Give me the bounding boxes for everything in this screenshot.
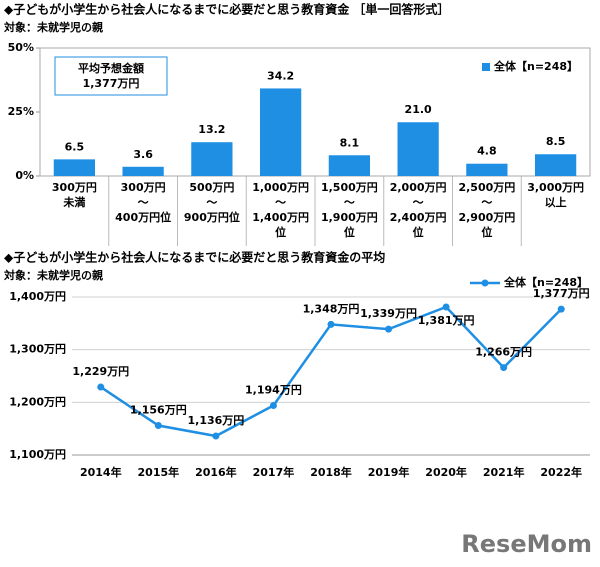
line-marker	[327, 320, 335, 328]
x-tick-label: 300万円	[52, 181, 97, 194]
line-marker	[500, 364, 508, 372]
y-tick-label: 25%	[8, 105, 34, 118]
plot-frame	[39, 47, 591, 177]
line-marker	[97, 383, 105, 391]
x-tick-label: ～	[206, 196, 217, 209]
x-tick-label: 位	[413, 225, 424, 239]
value-label: 1,377万円	[533, 287, 590, 300]
x-tick-label: 1,000万円	[252, 181, 309, 194]
x-tick-label: ～	[481, 196, 492, 209]
x-tick-label: ～	[413, 196, 424, 209]
annotation: 1,377万円	[83, 77, 140, 90]
chart-title: ◆子どもが小学生から社会人になるまでに必要だと思う教育資金 ［単一回答形式］	[4, 2, 449, 17]
line-marker	[385, 325, 393, 333]
value-label: 6.5	[65, 140, 85, 153]
x-tick-label: 2020年	[425, 465, 467, 479]
value-label: 1,348万円	[303, 302, 360, 315]
line-marker	[557, 305, 565, 313]
y-tick-label: 1,200万円	[9, 395, 66, 408]
y-tick-label: 1,400万円	[9, 290, 66, 303]
x-tick-label: 位	[344, 225, 355, 239]
x-tick-label: 3,000万円	[527, 181, 584, 194]
chart-subtitle: 対象：未就学児の親	[3, 268, 103, 282]
value-label: 21.0	[405, 103, 432, 116]
x-tick-label: 2016年	[195, 465, 237, 479]
x-tick-label: 2,400万円	[390, 211, 447, 224]
value-label: 3.6	[133, 148, 153, 161]
x-tick-label: ～	[275, 196, 286, 209]
x-tick-label: 2,500万円	[458, 181, 515, 194]
watermark: ReseMom	[461, 530, 592, 558]
bar	[122, 166, 164, 176]
x-tick-label: 位	[481, 225, 492, 239]
value-label: 1,136万円	[187, 414, 244, 427]
y-tick-label: 50%	[8, 41, 34, 54]
legend-marker	[481, 279, 489, 287]
line-marker	[154, 422, 162, 430]
x-tick-label: 400万円位	[115, 210, 171, 224]
x-tick-label: 位	[275, 225, 286, 239]
value-label: 8.5	[546, 135, 566, 148]
legend-label: 全体【n=248】	[503, 275, 588, 289]
x-tick-label: 以上	[545, 195, 567, 209]
value-label: 1,266万円	[475, 346, 532, 359]
value-label: 1,229万円	[72, 365, 129, 378]
bar	[191, 142, 233, 176]
x-tick-label: ～	[344, 196, 355, 209]
x-tick-label: 2,900万円	[458, 211, 515, 224]
x-tick-label: 2,000万円	[390, 181, 447, 194]
x-tick-label: 2021年	[483, 465, 525, 479]
chart-subtitle: 対象：未就学児の親	[3, 20, 103, 34]
value-label: 34.2	[267, 69, 294, 82]
y-tick-label: 1,100万円	[9, 448, 66, 461]
line-marker	[212, 432, 220, 440]
bar	[328, 155, 370, 176]
value-label: 8.1	[340, 136, 360, 149]
value-label: 13.2	[198, 123, 225, 136]
chart-title: ◆子どもが小学生から社会人になるまでに必要だと思う教育資金の平均	[4, 250, 385, 265]
x-tick-label: 300万円	[121, 181, 166, 194]
x-tick-label: 2018年	[310, 465, 352, 479]
value-label: 1,339万円	[360, 307, 417, 320]
value-label: 1,194万円	[245, 383, 302, 396]
line-marker	[442, 303, 450, 311]
x-tick-label: 1,400万円	[252, 211, 309, 224]
bar	[53, 159, 95, 176]
x-tick-label: 2017年	[253, 465, 295, 479]
y-tick-label: 0%	[15, 169, 34, 182]
bar	[535, 154, 577, 176]
legend-swatch	[482, 63, 490, 71]
bar	[260, 88, 302, 176]
annotation-box	[54, 56, 168, 96]
x-tick-label: 2015年	[138, 465, 180, 479]
annotation: 平均予想金額	[78, 61, 144, 75]
value-label: 1,156万円	[130, 404, 187, 417]
x-tick-label: ～	[138, 196, 149, 209]
bar	[397, 122, 439, 176]
value-label: 1,381万円	[418, 314, 475, 327]
x-tick-label: 2019年	[368, 465, 410, 479]
x-tick-label: 900万円位	[184, 210, 240, 224]
x-tick-label: 500万円	[189, 181, 234, 194]
line-marker	[269, 401, 277, 409]
x-tick-label: 1,500万円	[321, 181, 378, 194]
value-label: 4.8	[477, 145, 497, 158]
bar	[466, 163, 508, 176]
x-tick-label: 未満	[62, 195, 85, 209]
x-tick-label: 2022年	[540, 465, 582, 479]
x-tick-label: 2014年	[80, 465, 122, 479]
legend-label: 全体【n=248】	[493, 59, 578, 73]
x-tick-label: 1,900万円	[321, 211, 378, 224]
y-tick-label: 1,300万円	[9, 343, 66, 356]
